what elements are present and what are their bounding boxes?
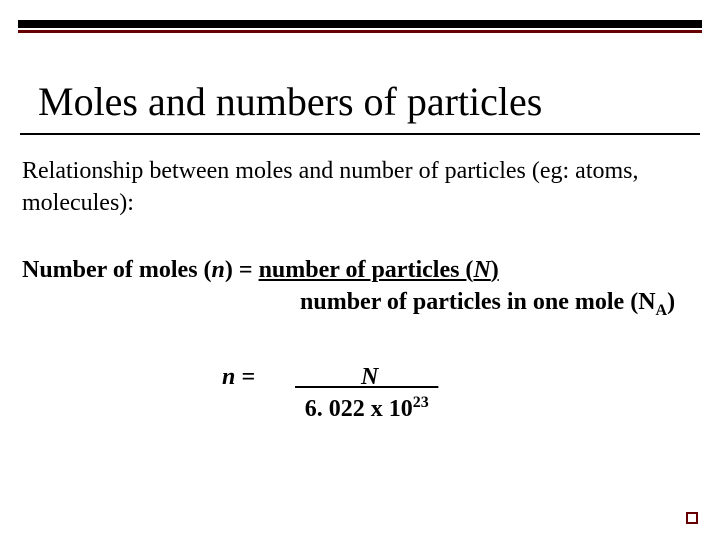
intro-text: Relationship between moles and number of… (22, 155, 698, 220)
formula-words: Number of moles (n) = number of particle… (22, 254, 698, 322)
formula-symbols-rhs: N 6. 022 x 1023 (255, 362, 438, 425)
formula-words-row1: Number of moles (n) = number of particle… (22, 254, 698, 286)
lhs-suffix: ) = (225, 257, 259, 283)
denominator-sub: A (656, 302, 668, 319)
top-bar (18, 20, 702, 28)
corner-square-icon (686, 512, 698, 524)
slide-content: Relationship between moles and number of… (22, 155, 698, 425)
formula-words-row2: number of particles in one mole (NA) (22, 286, 698, 321)
numerator-prefix: number of particles ( (259, 257, 474, 283)
denominator-prefix: number of particles in one mole (N (300, 289, 656, 315)
formula-symbols-lhs: n = (22, 362, 255, 425)
formula-symbols: n = N 6. 022 x 1023 (22, 362, 698, 425)
slide-title: Moles and numbers of particles (38, 78, 542, 125)
denominator-suffix: ) (667, 289, 675, 315)
numerator-suffix: ) (491, 257, 499, 283)
denom-exp: 23 (413, 394, 429, 411)
title-underline (20, 133, 700, 135)
lhs-prefix: Number of moles ( (22, 257, 212, 283)
formula-symbols-denominator: 6. 022 x 1023 (295, 393, 438, 425)
top-bar-accent (18, 30, 702, 33)
lhs-var: n (212, 257, 225, 283)
denom-base: 6. 022 x 10 (305, 396, 413, 422)
formula-symbols-numerator: N (295, 362, 438, 393)
numerator-var: N (473, 257, 490, 283)
